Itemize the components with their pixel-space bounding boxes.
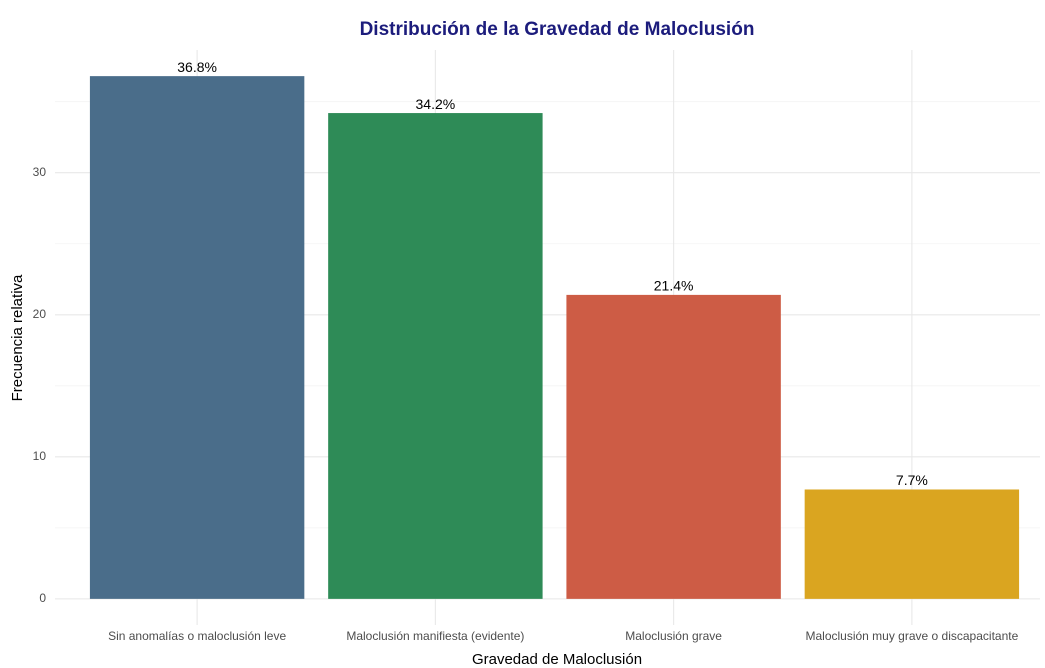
x-tick-label: Maloclusión grave (625, 629, 722, 643)
y-tick-label: 20 (33, 307, 47, 321)
value-label: 36.8% (177, 59, 217, 75)
y-axis-title: Frecuencia relativa (9, 274, 26, 401)
bar (804, 489, 1020, 599)
value-label: 34.2% (416, 96, 456, 112)
x-axis-title: Gravedad de Maloclusión (472, 651, 642, 668)
bar (89, 76, 305, 599)
bar (328, 113, 543, 599)
x-tick-label: Sin anomalías o maloclusión leve (108, 629, 286, 643)
y-tick-label: 10 (33, 449, 47, 463)
bar (566, 294, 781, 599)
x-tick-label: Maloclusión manifiesta (evidente) (346, 629, 524, 643)
x-tick-label: Maloclusión muy grave o discapacitante (805, 629, 1018, 643)
y-tick-label: 0 (39, 591, 46, 605)
value-label: 21.4% (654, 278, 694, 294)
y-tick-label: 30 (33, 165, 47, 179)
chart-title: Distribución de la Gravedad de Maloclusi… (360, 19, 755, 40)
value-label: 7.7% (896, 472, 928, 488)
